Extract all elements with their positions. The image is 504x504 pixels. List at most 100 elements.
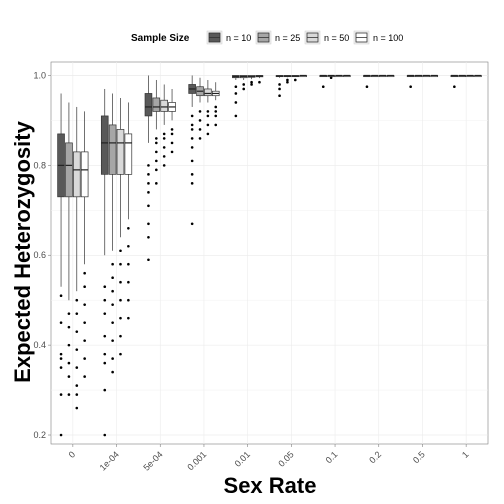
outlier-point (250, 81, 253, 84)
outlier-point (60, 321, 63, 324)
outlier-point (83, 285, 86, 288)
outlier-point (207, 110, 210, 113)
outlier-point (83, 339, 86, 342)
y-tick-label: 0.4 (33, 340, 46, 350)
outlier-point (119, 249, 122, 252)
box (161, 100, 168, 111)
legend-title: Sample Size (131, 33, 190, 44)
box-group (431, 75, 438, 76)
outlier-point (171, 128, 174, 131)
outlier-point (199, 137, 202, 140)
outlier-point (207, 115, 210, 118)
outlier-point (60, 357, 63, 360)
outlier-point (83, 272, 86, 275)
y-tick-label: 0.6 (33, 250, 46, 260)
outlier-point (60, 434, 63, 437)
outlier-point (68, 375, 71, 378)
x-tick-label: 0.2 (367, 449, 383, 465)
box-group (415, 75, 422, 76)
outlier-point (191, 160, 194, 163)
outlier-point (207, 124, 210, 127)
outlier-point (119, 299, 122, 302)
outlier-point (60, 294, 63, 297)
outlier-point (68, 312, 71, 315)
legend-label-n100: n = 100 (373, 33, 403, 43)
outlier-point (103, 285, 106, 288)
outlier-point (366, 85, 369, 88)
outlier-point (191, 146, 194, 149)
outlier-point (127, 299, 130, 302)
x-tick-label: 0.001 (185, 449, 208, 472)
y-tick-label: 0.2 (33, 430, 46, 440)
box-group (343, 75, 350, 76)
outlier-point (119, 317, 122, 320)
outlier-point (147, 173, 150, 176)
outlier-point (163, 133, 166, 136)
outlier-point (409, 85, 412, 88)
outlier-point (322, 85, 325, 88)
outlier-point (286, 81, 289, 84)
outlier-point (191, 222, 194, 225)
x-tick-label: 1 (460, 449, 471, 460)
outlier-point (214, 115, 217, 118)
x-tick-label: 0.1 (324, 449, 340, 465)
outlier-point (75, 366, 78, 369)
outlier-point (103, 353, 106, 356)
outlier-point (60, 353, 63, 356)
outlier-point (163, 146, 166, 149)
x-tick-label: 0.01 (233, 449, 252, 468)
legend-item-n25: n = 25 (256, 31, 300, 44)
outlier-point (250, 83, 253, 86)
outlier-point (68, 344, 71, 347)
x-tick-label: 5e-04 (141, 449, 164, 472)
outlier-point (103, 312, 106, 315)
outlier-point (191, 128, 194, 131)
outlier-point (235, 101, 238, 104)
outlier-point (75, 299, 78, 302)
box (145, 93, 152, 115)
legend-item-n50: n = 50 (305, 31, 349, 44)
box-group (467, 75, 474, 76)
outlier-point (103, 389, 106, 392)
outlier-point (103, 299, 106, 302)
outlier-point (207, 133, 210, 136)
outlier-point (155, 160, 158, 163)
outlier-point (155, 142, 158, 145)
outlier-point (111, 290, 114, 293)
outlier-point (163, 137, 166, 140)
outlier-point (171, 151, 174, 154)
box (204, 89, 211, 96)
box-group (423, 75, 430, 76)
box (73, 152, 80, 197)
outlier-point (155, 151, 158, 154)
outlier-point (147, 164, 150, 167)
outlier-point (163, 155, 166, 158)
outlier-point (127, 245, 130, 248)
outlier-point (258, 81, 261, 84)
outlier-point (147, 191, 150, 194)
outlier-point (111, 321, 114, 324)
outlier-point (111, 263, 114, 266)
outlier-point (171, 142, 174, 145)
outlier-point (147, 182, 150, 185)
outlier-point (127, 281, 130, 284)
outlier-point (147, 236, 150, 239)
outlier-point (453, 85, 456, 88)
box-group (300, 75, 307, 76)
outlier-point (235, 92, 238, 95)
outlier-point (83, 321, 86, 324)
outlier-point (75, 407, 78, 410)
box (101, 116, 108, 174)
box (153, 98, 160, 111)
outlier-point (119, 263, 122, 266)
box-group (387, 75, 394, 76)
outlier-point (111, 303, 114, 306)
outlier-point (155, 182, 158, 185)
box-group (371, 75, 378, 76)
legend-item-n10: n = 10 (207, 31, 251, 44)
outlier-point (111, 339, 114, 342)
outlier-point (111, 276, 114, 279)
x-axis-title: Sex Rate (224, 473, 317, 498)
outlier-point (191, 137, 194, 140)
